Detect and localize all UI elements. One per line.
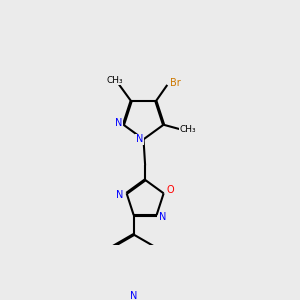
Text: CH₃: CH₃ <box>106 76 123 85</box>
Text: N: N <box>136 134 143 144</box>
Text: CH₃: CH₃ <box>180 125 196 134</box>
Text: N: N <box>130 291 137 300</box>
Text: N: N <box>115 118 122 128</box>
Text: N: N <box>116 190 124 200</box>
Text: O: O <box>166 185 174 195</box>
Text: N: N <box>159 212 167 222</box>
Text: Br: Br <box>170 78 181 88</box>
